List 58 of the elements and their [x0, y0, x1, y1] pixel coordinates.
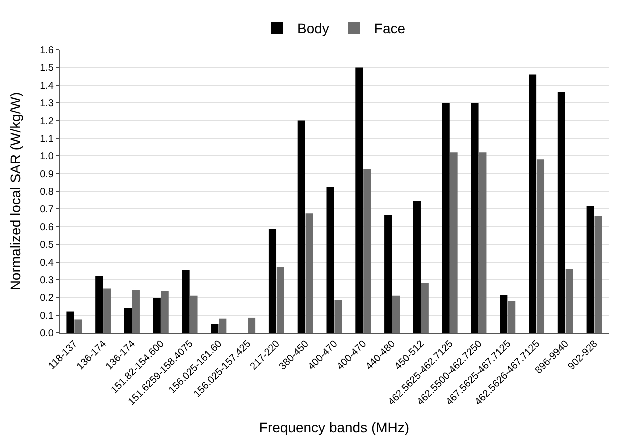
legend-label: Face [374, 20, 406, 36]
bar [442, 103, 450, 333]
y-tick-label: 0.8 [40, 187, 54, 198]
y-tick-label: 0.6 [40, 222, 54, 234]
y-tick-label: 1.1 [40, 134, 54, 145]
bar [211, 324, 219, 333]
bar [529, 74, 537, 333]
bar [326, 187, 334, 333]
bar [566, 269, 574, 333]
y-tick-label: 1.2 [40, 116, 54, 128]
y-tick-label: 0.7 [40, 204, 54, 216]
bar [74, 320, 82, 333]
bar [450, 152, 458, 333]
bar [558, 92, 566, 333]
bar [594, 216, 602, 333]
bar [356, 68, 364, 333]
x-axis-title: Frequency bands (MHz) [259, 419, 410, 436]
bar [479, 152, 487, 333]
y-tick-label: 0.3 [40, 275, 54, 286]
bar [268, 230, 277, 333]
y-tick-label: 0.5 [40, 240, 54, 252]
y-tick-label: 1.0 [40, 152, 54, 163]
bar [500, 294, 508, 333]
bar [536, 160, 545, 333]
bar [364, 169, 372, 333]
y-tick-label: 0.4 [40, 258, 54, 269]
y-tick-label: 0.2 [40, 293, 54, 304]
bar [96, 276, 104, 333]
bar [298, 120, 306, 333]
bar [248, 318, 256, 333]
bar [384, 215, 392, 333]
bar [392, 296, 400, 333]
bar [182, 270, 190, 333]
bar [471, 103, 479, 333]
bar [413, 201, 421, 333]
bar [334, 300, 342, 333]
y-tick-label: 0.1 [40, 310, 54, 322]
bar [276, 268, 284, 333]
y-tick-label: 0.9 [40, 169, 54, 180]
y-tick-label: 1.3 [40, 98, 54, 110]
bar [132, 290, 140, 333]
y-tick-label: 1.6 [40, 46, 54, 56]
bar [153, 298, 161, 333]
bar [306, 214, 314, 333]
bar [66, 312, 74, 333]
bar [508, 301, 516, 333]
bar [161, 291, 169, 333]
legend-label: Body [298, 20, 330, 36]
bar [586, 206, 594, 333]
bar [104, 288, 112, 333]
y-axis-title: Normalized local SAR (W/kg/W) [8, 92, 24, 291]
bar [219, 318, 227, 333]
bar [190, 296, 198, 333]
bar [421, 283, 429, 333]
y-tick-label: 0.0 [40, 328, 54, 340]
bar [124, 308, 132, 333]
y-tick-label: 1.5 [40, 63, 54, 74]
y-tick-label: 1.4 [40, 80, 54, 92]
